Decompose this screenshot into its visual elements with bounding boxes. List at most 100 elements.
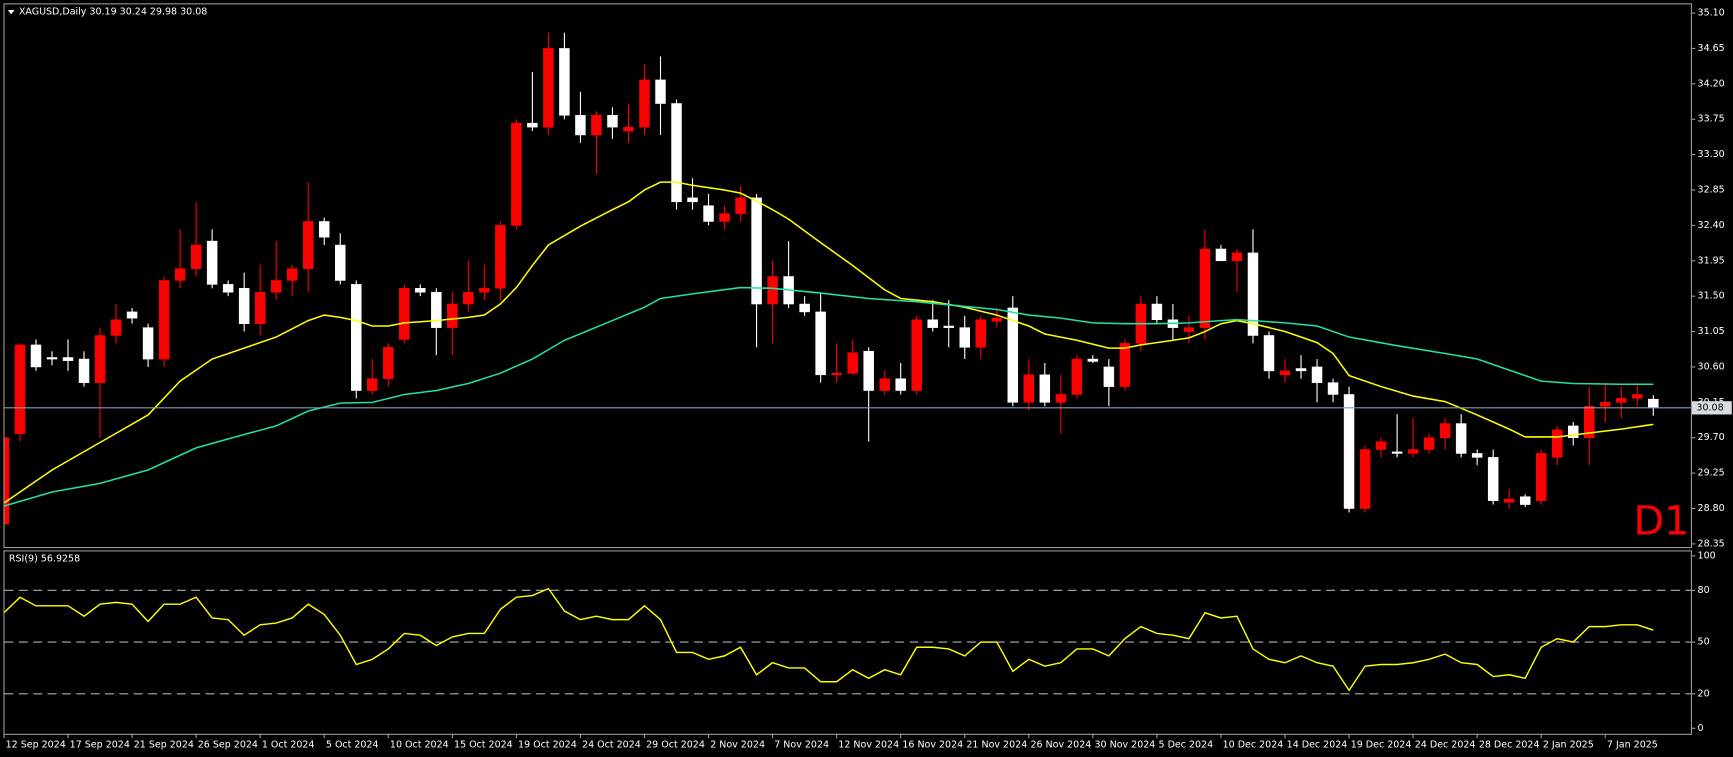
x-tick-label: 19 Oct 2024 [518, 739, 577, 750]
y-tick-label: 28.35 [1698, 538, 1725, 549]
candle-body [719, 213, 730, 222]
candle-body [431, 291, 442, 328]
candle-body [863, 350, 874, 391]
x-tick-label: 14 Dec 2024 [1287, 739, 1348, 750]
x-tick-label: 21 Nov 2024 [966, 739, 1027, 750]
x-tick-label: 17 Sep 2024 [70, 739, 130, 750]
x-tick-label: 24 Dec 2024 [1415, 739, 1476, 750]
x-tick-label: 2 Nov 2024 [710, 739, 765, 750]
candle-body [1535, 453, 1547, 501]
x-tick-label: 30 Nov 2024 [1095, 739, 1156, 750]
candle-body [367, 378, 378, 391]
y-tick-label: 31.50 [1698, 291, 1725, 302]
candle-body [174, 268, 186, 281]
candle-body [671, 103, 682, 203]
y-tick-label: 30.60 [1698, 361, 1725, 372]
candle-body [1087, 358, 1099, 362]
candle-body [1551, 429, 1563, 458]
x-tick-label: 5 Oct 2024 [326, 739, 379, 750]
x-tick-label: 26 Nov 2024 [1030, 739, 1091, 750]
candle-body [14, 344, 26, 435]
candle-body [350, 284, 362, 391]
candle-body [1023, 374, 1035, 403]
candle-body [1439, 423, 1451, 438]
y-tick-label: 32.40 [1698, 220, 1725, 231]
candle-body [1199, 248, 1211, 328]
candle-body [1616, 398, 1627, 403]
candle-body [78, 358, 90, 383]
candle-body [238, 288, 250, 324]
candle-body [1103, 366, 1115, 387]
candle-body [1279, 370, 1291, 376]
candle-body [158, 280, 170, 360]
candle-body [1343, 394, 1355, 509]
candle-body [639, 79, 650, 128]
candle-body [1007, 307, 1019, 403]
candle-body [959, 327, 970, 348]
x-tick-label: 7 Nov 2024 [774, 739, 829, 750]
y-tick-label: 35.10 [1698, 8, 1725, 19]
candle-body [142, 327, 154, 360]
x-tick-label: 12 Nov 2024 [838, 739, 899, 750]
x-tick-label: 24 Oct 2024 [582, 739, 641, 750]
y-tick-label: 32.85 [1698, 185, 1725, 196]
candle-body [318, 221, 330, 238]
candle-body [1247, 252, 1259, 336]
x-tick-label: 26 Sep 2024 [198, 739, 258, 750]
candle-body [1183, 327, 1195, 332]
candle-body [911, 319, 922, 391]
candle-body [943, 325, 954, 328]
candle-body [1039, 374, 1051, 403]
candle-body [30, 344, 42, 368]
candle-body [1359, 449, 1371, 509]
moving-average [4, 286, 1654, 507]
candle-body [1519, 496, 1531, 505]
x-tick-label: 7 Jan 2025 [1607, 739, 1658, 750]
x-tick-label: 19 Dec 2024 [1351, 739, 1412, 750]
candle-body [1311, 366, 1323, 383]
candle-body [495, 225, 506, 289]
candle-body [4, 437, 10, 525]
candle-body [527, 122, 538, 128]
y-tick-label: 31.05 [1698, 326, 1725, 337]
y-tick-label: 34.20 [1698, 78, 1725, 89]
candle-body [1215, 248, 1227, 262]
y-tick-label: 100 [1698, 550, 1716, 561]
y-tick-label: 28.80 [1698, 503, 1725, 514]
candle-body [703, 205, 714, 222]
candle-body [975, 319, 987, 348]
candle-body [46, 357, 58, 360]
candle-body [895, 378, 906, 391]
candle-body [767, 276, 778, 305]
x-tick-label: 12 Sep 2024 [6, 739, 66, 750]
candle-body [190, 244, 202, 269]
last-price-box [1692, 401, 1732, 415]
x-tick-label: 16 Nov 2024 [902, 739, 963, 750]
menu-icon [7, 9, 15, 15]
candle-body [687, 197, 698, 203]
x-tick-label: 5 Dec 2024 [1159, 739, 1214, 750]
last-price-label: 30.08 [1696, 402, 1723, 413]
candle-body [1407, 449, 1419, 454]
candle-body [1600, 402, 1611, 407]
y-tick-label: 20 [1698, 688, 1710, 699]
candle-body [559, 48, 570, 116]
candle-body [415, 288, 426, 293]
chart-title: XAGUSD,Daily 30.19 30.24 29.98 30.08 [19, 7, 207, 18]
candle-body [927, 319, 938, 328]
candle-body [1151, 303, 1163, 321]
candle-body [1071, 358, 1083, 395]
candle-body [383, 347, 394, 380]
candle-body [511, 122, 522, 226]
rsi-panel [4, 587, 1691, 695]
candle-body [1327, 382, 1339, 395]
candle-body [206, 240, 218, 285]
candle-body [1648, 398, 1659, 409]
candle-body [655, 79, 666, 104]
candle-body [1391, 451, 1403, 454]
candle-body [463, 291, 474, 305]
candle-body [334, 244, 346, 281]
y-tick-label: 31.95 [1698, 255, 1725, 266]
